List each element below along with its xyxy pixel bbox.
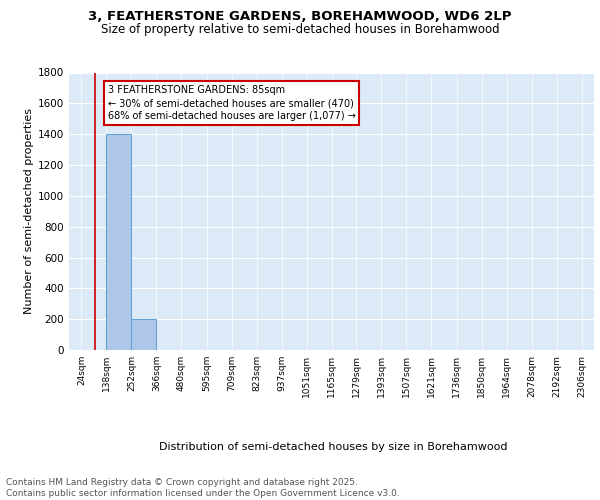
Bar [106, 134, 131, 350]
Text: Distribution of semi-detached houses by size in Borehamwood: Distribution of semi-detached houses by … [159, 442, 507, 452]
Bar [131, 319, 157, 350]
Text: 3 FEATHERSTONE GARDENS: 85sqm
← 30% of semi-detached houses are smaller (470)
68: 3 FEATHERSTONE GARDENS: 85sqm ← 30% of s… [107, 85, 355, 121]
Text: Size of property relative to semi-detached houses in Borehamwood: Size of property relative to semi-detach… [101, 22, 499, 36]
Text: Contains HM Land Registry data © Crown copyright and database right 2025.
Contai: Contains HM Land Registry data © Crown c… [6, 478, 400, 498]
Y-axis label: Number of semi-detached properties: Number of semi-detached properties [24, 108, 34, 314]
Text: 3, FEATHERSTONE GARDENS, BOREHAMWOOD, WD6 2LP: 3, FEATHERSTONE GARDENS, BOREHAMWOOD, WD… [88, 10, 512, 23]
